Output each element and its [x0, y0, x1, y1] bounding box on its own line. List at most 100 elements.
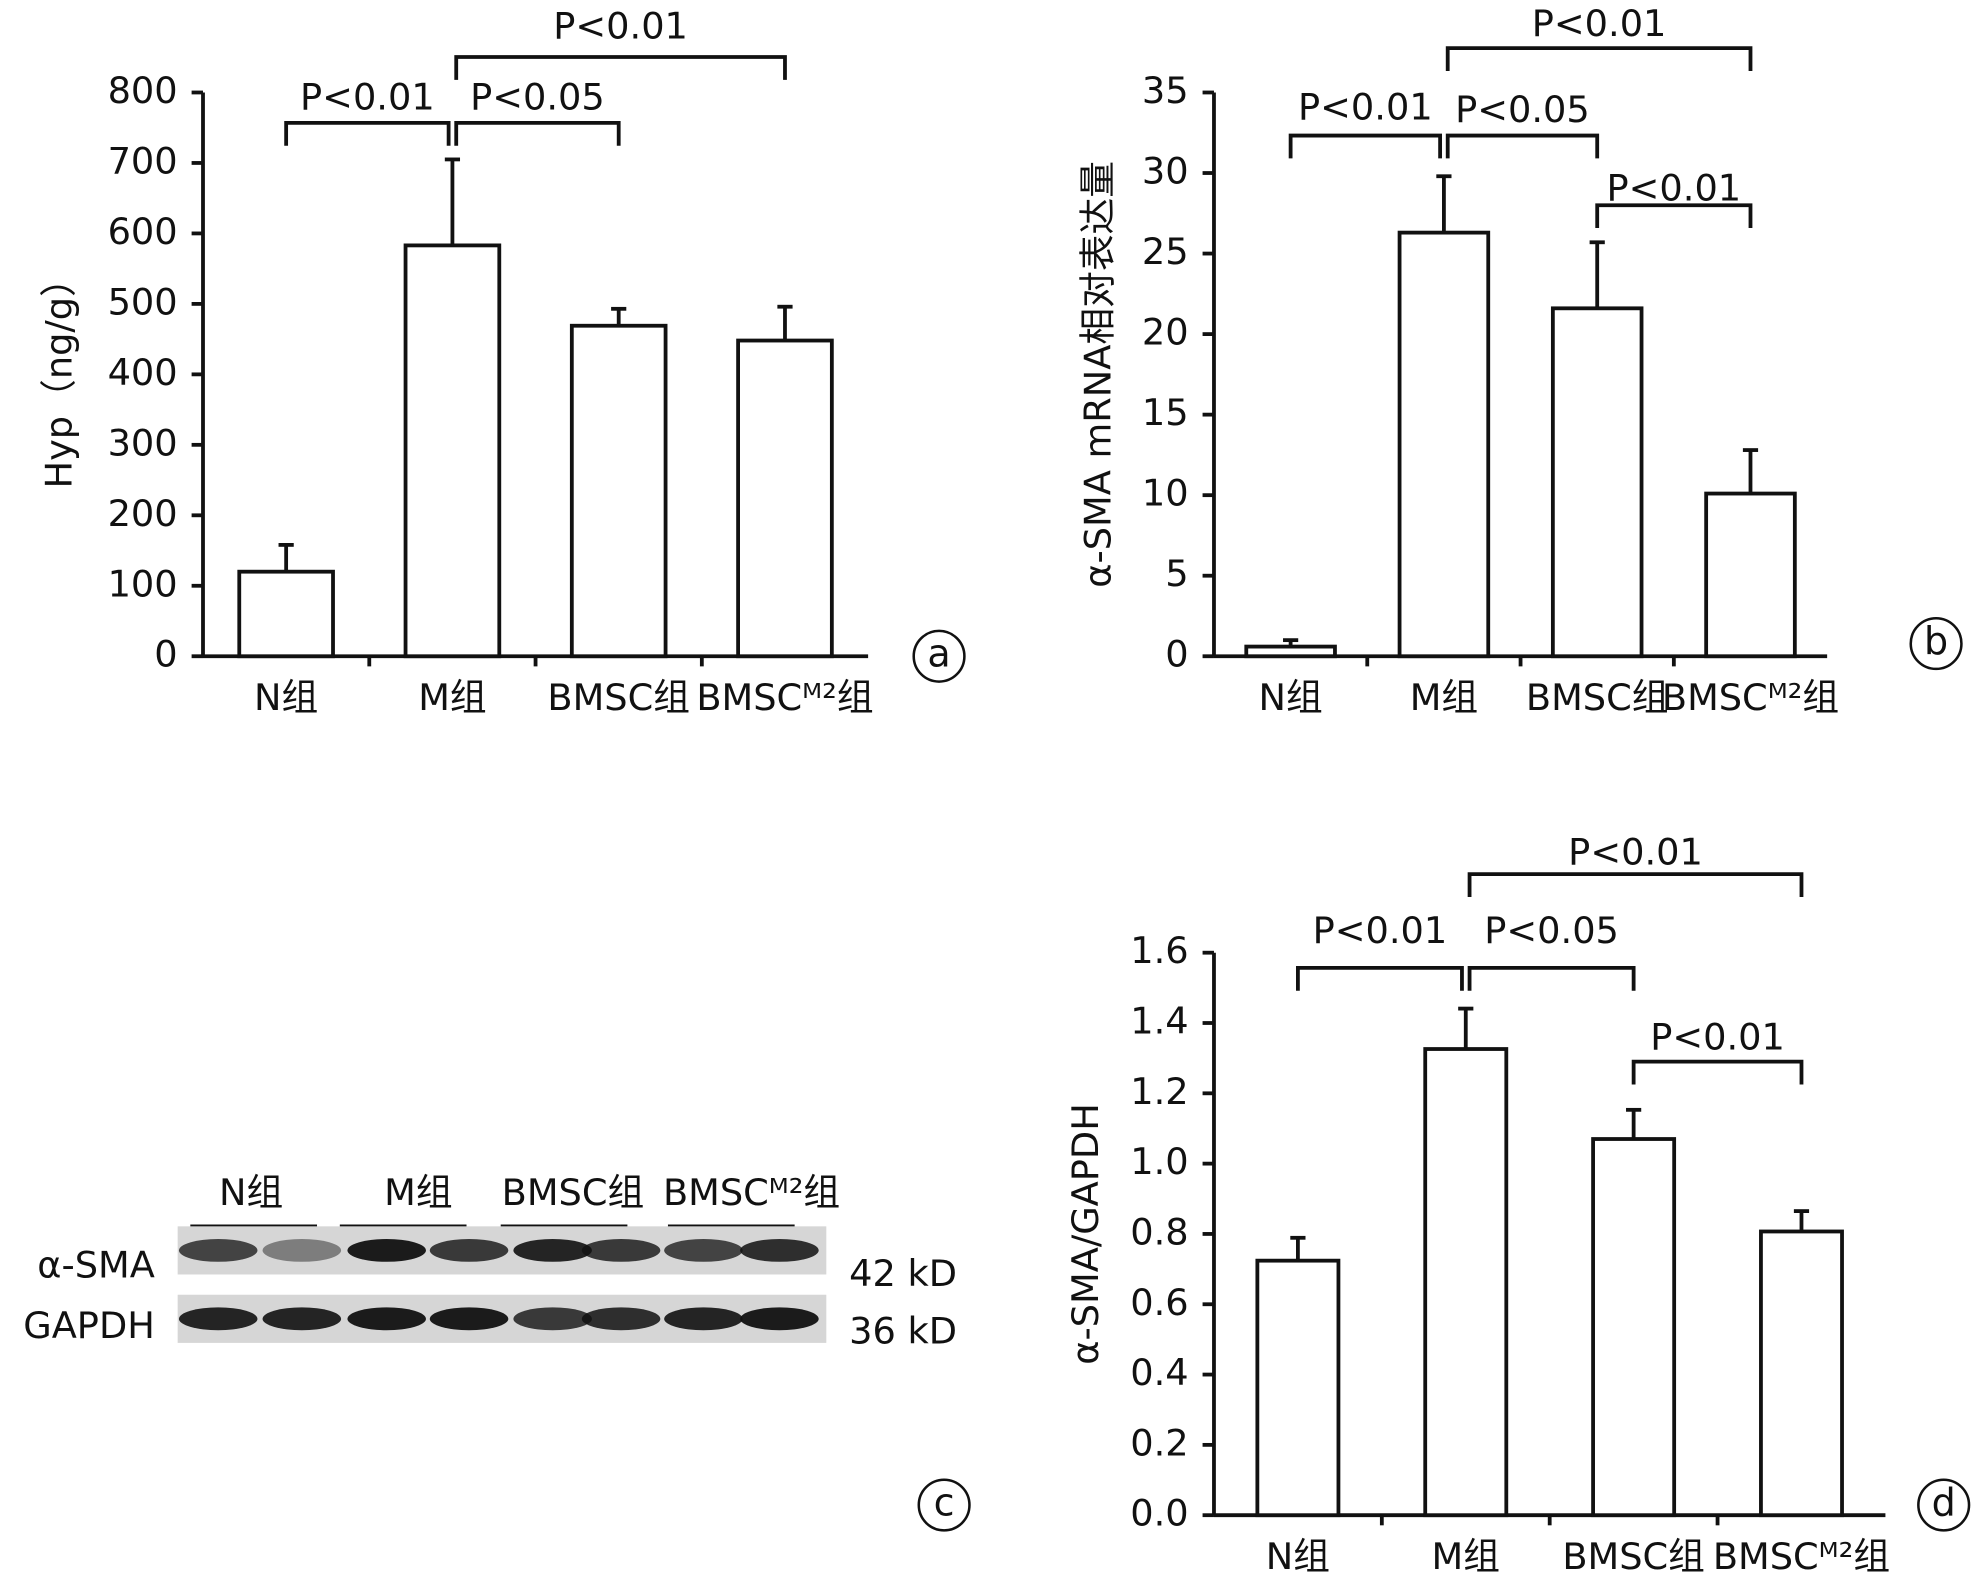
size-label: 36 kD	[849, 1309, 957, 1352]
y-tick-label: 5	[1165, 552, 1188, 595]
y-tick-label: 0.0	[1130, 1492, 1188, 1535]
y-tick-label: 0.8	[1130, 1210, 1188, 1253]
y-tick-label: 1.2	[1130, 1070, 1188, 1113]
significance-label: P<0.01	[1568, 830, 1703, 873]
y-axis-label: Hyp（ng/g）	[38, 260, 81, 488]
panel-label: a	[927, 632, 950, 676]
bar	[1397, 230, 1491, 659]
blot-band	[262, 1307, 342, 1331]
y-axis-label: α-SMA/GAPDH	[1064, 1103, 1107, 1365]
significance-label: P<0.01	[1650, 1015, 1785, 1058]
lane-label: BMSCᴹ²组	[663, 1171, 840, 1214]
bar	[1244, 644, 1337, 659]
blot-band	[664, 1307, 743, 1331]
blot-band	[513, 1307, 592, 1331]
row-label: GAPDH	[23, 1304, 155, 1347]
bar	[569, 323, 668, 659]
x-tick-label: M组	[418, 676, 486, 719]
y-tick-label: 100	[108, 562, 178, 605]
size-label: 42 kD	[849, 1252, 957, 1295]
significance-label: P<0.05	[470, 75, 605, 118]
bar	[1255, 1258, 1341, 1518]
x-tick-label: BMSCᴹ²组	[696, 676, 873, 719]
x-tick-label: BMSC组	[1562, 1535, 1705, 1578]
y-tick-label: 1.0	[1130, 1140, 1188, 1183]
significance-bracket	[284, 120, 451, 146]
significance-label: P<0.01	[300, 75, 435, 118]
significance-bracket	[454, 120, 621, 146]
blot-band	[347, 1239, 426, 1262]
blot-band	[664, 1239, 743, 1262]
y-tick-label: 1.6	[1130, 929, 1188, 972]
significance-bracket	[1445, 46, 1753, 71]
y-tick-label: 25	[1142, 230, 1189, 273]
y-tick-label: 0.6	[1130, 1281, 1188, 1324]
significance-label: P<0.01	[1532, 2, 1667, 45]
lane-label: BMSC组	[502, 1171, 645, 1214]
y-tick-label: 800	[108, 69, 178, 112]
bar	[403, 243, 502, 659]
blot-band	[178, 1239, 258, 1262]
significance-label: P<0.05	[1484, 909, 1619, 952]
bar	[1759, 1229, 1844, 1518]
significance-bracket	[1296, 965, 1464, 991]
panel-circle	[917, 1478, 971, 1532]
significance-bracket	[1595, 203, 1753, 229]
panel-circle	[912, 629, 966, 683]
y-tick-label: 0.2	[1130, 1421, 1188, 1464]
blot-band	[740, 1307, 819, 1331]
blot-band	[581, 1307, 661, 1331]
x-tick-label: N组	[1259, 676, 1323, 719]
y-tick-label: 20	[1142, 311, 1189, 354]
significance-bracket	[1445, 133, 1600, 159]
bar	[1423, 1047, 1509, 1518]
significance-bracket	[1288, 133, 1443, 159]
bar	[1591, 1137, 1677, 1518]
y-tick-label: 15	[1142, 391, 1189, 434]
y-tick-label: 400	[108, 351, 178, 394]
panel-label: c	[934, 1481, 955, 1525]
blot-band	[178, 1307, 258, 1331]
bar	[1550, 306, 1644, 659]
y-tick-label: 1.4	[1130, 1000, 1188, 1043]
significance-label: P<0.01	[1607, 167, 1742, 210]
x-tick-label: M组	[1410, 676, 1478, 719]
row-label: α-SMA	[37, 1243, 155, 1286]
blot-band	[347, 1307, 426, 1331]
blot-band	[740, 1239, 819, 1262]
y-tick-label: 35	[1142, 69, 1189, 112]
y-tick-label: 300	[108, 421, 178, 464]
blot-band	[513, 1239, 592, 1262]
panel-label: d	[1932, 1481, 1956, 1525]
significance-bracket	[1467, 965, 1636, 991]
y-tick-label: 500	[108, 280, 178, 323]
panel-label: b	[1924, 619, 1948, 663]
bar	[237, 569, 335, 659]
y-tick-label: 30	[1142, 150, 1189, 193]
blot-band	[581, 1239, 661, 1262]
y-tick-label: 700	[108, 139, 178, 182]
blot-band	[429, 1239, 509, 1262]
bar	[1704, 491, 1797, 659]
lane-label: M组	[384, 1171, 452, 1214]
bar	[736, 338, 834, 659]
lane-label: N组	[219, 1171, 283, 1214]
y-axis-label: α-SMA mRNA相对表达量	[1076, 161, 1119, 588]
x-tick-label: N组	[254, 676, 318, 719]
x-tick-label: BMSC组	[547, 676, 690, 719]
y-tick-label: 0.4	[1130, 1351, 1188, 1394]
blot-band	[429, 1307, 509, 1331]
y-tick-label: 0	[154, 633, 177, 676]
x-tick-label: N组	[1266, 1535, 1330, 1578]
y-tick-label: 200	[108, 492, 178, 535]
significance-bracket	[1631, 1059, 1804, 1085]
significance-bracket	[454, 55, 787, 80]
significance-label: P<0.01	[1313, 909, 1448, 952]
significance-label: P<0.01	[553, 4, 688, 47]
significance-label: P<0.01	[1298, 85, 1433, 128]
panel-circle	[1909, 616, 1963, 671]
x-tick-label: BMSCᴹ²组	[1713, 1535, 1890, 1578]
significance-label: P<0.05	[1455, 88, 1590, 131]
